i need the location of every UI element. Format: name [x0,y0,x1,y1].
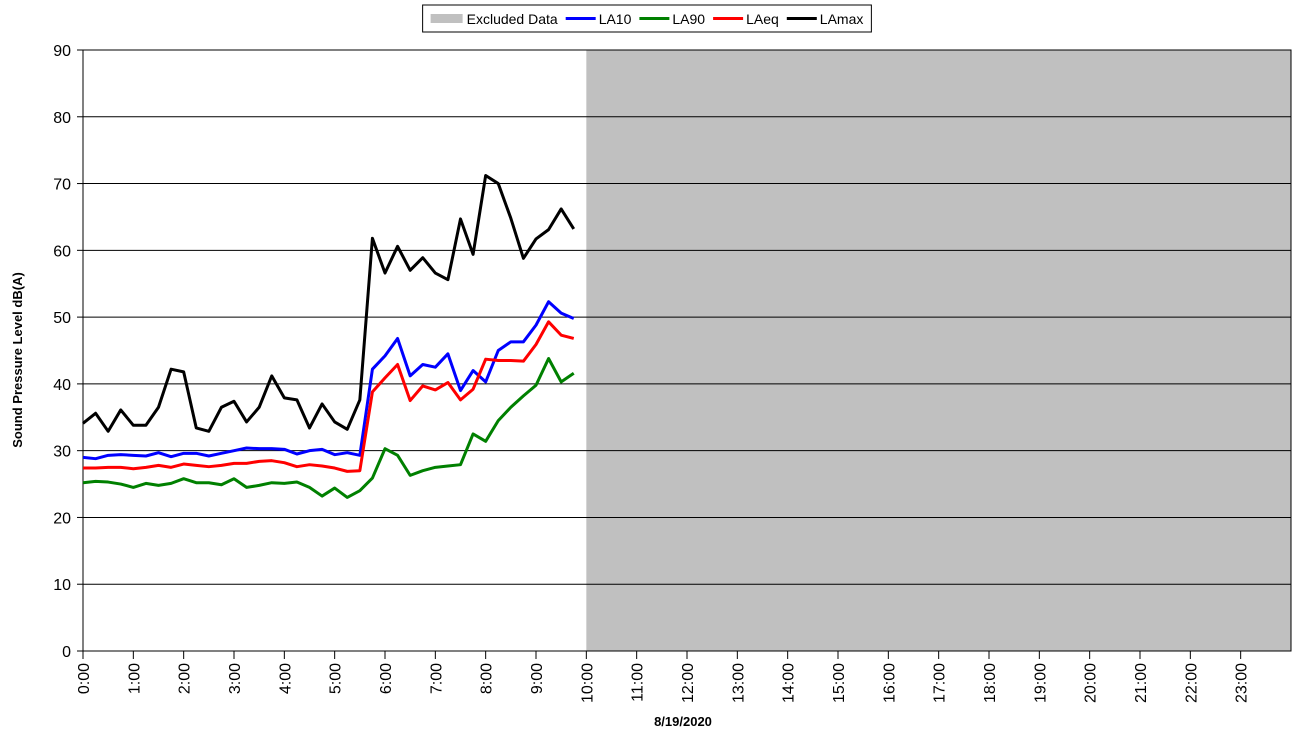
legend-label: LA10 [599,11,632,27]
x-tick-label: 1:00 [126,663,143,694]
x-tick-label: 6:00 [378,663,395,694]
legend-label: LA90 [672,11,705,27]
x-tick-label: 18:00 [982,663,999,703]
excluded-region [586,50,1291,651]
legend-label: LAeq [746,11,779,27]
y-tick-label: 90 [53,43,71,60]
x-tick-label: 23:00 [1234,663,1251,703]
line-series [82,357,575,499]
line-series [82,174,576,433]
x-tick-label: 5:00 [328,663,345,694]
y-tick-label: 20 [53,510,71,527]
x-tick-label: 13:00 [730,663,747,703]
plot-frame [82,49,1292,652]
legend-label: LAmax [820,11,864,27]
y-tick-label: 50 [53,310,71,327]
legend-label: Excluded Data [467,11,558,27]
x-tick-label: 12:00 [680,663,697,703]
x-tick-label: 4:00 [277,663,294,694]
x-tick-label: 17:00 [932,663,949,703]
x-tick-label: 22:00 [1183,663,1200,703]
x-tick-label: 21:00 [1133,663,1150,703]
y-tick-label: 70 [53,177,71,194]
legend-swatch [430,14,463,23]
x-axis-label: 8/19/2020 [654,714,712,729]
y-tick-label: 40 [53,377,71,394]
y-axis-label: Sound Pressure Level dB(A) [10,272,25,448]
y-tick-label: 80 [53,110,71,127]
x-tick-label: 8:00 [479,663,496,694]
x-tick-label: 19:00 [1032,663,1049,703]
y-tick-label: 0 [62,644,71,661]
x-tick-label: 20:00 [1083,663,1100,703]
x-tick-label: 7:00 [428,663,445,694]
x-tick-label: 14:00 [781,663,798,703]
y-tick-label: 30 [53,444,71,461]
y-tick-label: 60 [53,243,71,260]
line-series [82,300,575,461]
x-tick-label: 9:00 [529,663,546,694]
x-tick-label: 3:00 [227,663,244,694]
x-tick-label: 11:00 [630,663,647,702]
x-tick-label: 15:00 [831,663,848,703]
y-tick-label: 10 [53,577,71,594]
x-tick-label: 10:00 [579,663,596,703]
x-tick-label: 2:00 [177,663,194,694]
x-tick-label: 16:00 [881,663,898,703]
x-tick-label: 0:00 [76,663,93,694]
line-series [83,320,575,473]
